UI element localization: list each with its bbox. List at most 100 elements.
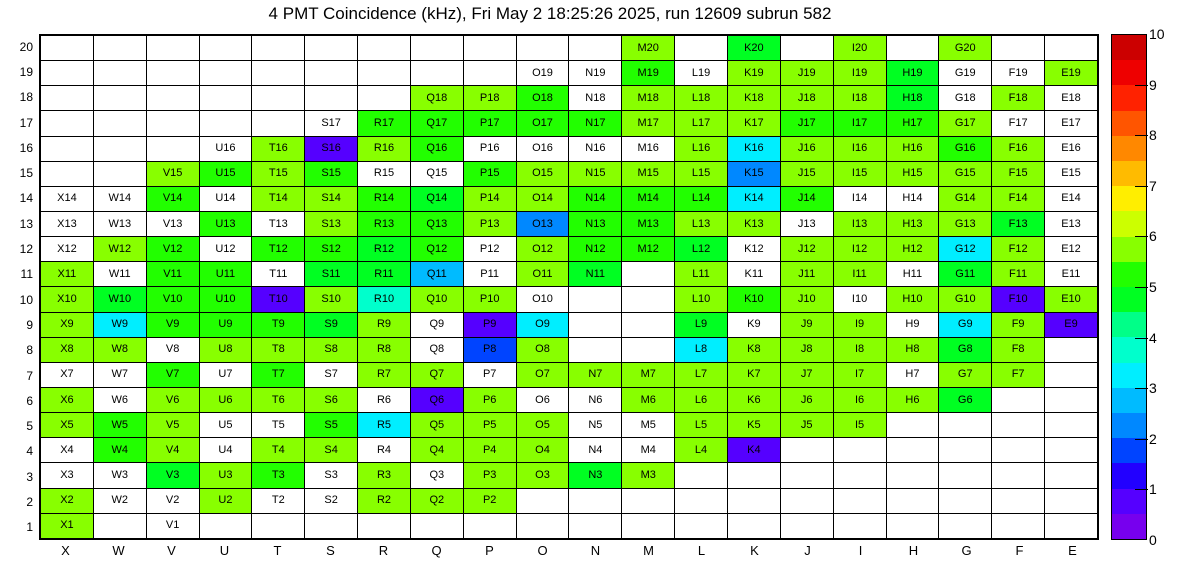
heatmap-cell-U2[interactable]: U2 [198,487,253,514]
heatmap-cell-P3[interactable]: P3 [462,462,517,489]
heatmap-cell-W14[interactable]: W14 [92,185,147,212]
heatmap-cell-H7[interactable]: H7 [885,361,940,388]
heatmap-cell-U12[interactable]: U12 [198,236,253,263]
heatmap-cell-R11[interactable]: R11 [357,261,411,288]
heatmap-cell-X1[interactable]: X1 [40,512,94,540]
heatmap-cell-U14[interactable]: U14 [198,185,253,212]
heatmap-cell-Q13[interactable]: Q13 [409,210,464,238]
heatmap-cell-K18[interactable]: K18 [726,85,781,112]
heatmap-cell-L14[interactable]: L14 [674,185,728,212]
heatmap-cell-J6[interactable]: J6 [779,386,834,414]
heatmap-cell-empty-F2[interactable] [991,487,1046,514]
heatmap-cell-M19[interactable]: M19 [621,60,676,87]
heatmap-cell-empty-V16[interactable] [145,135,200,162]
heatmap-cell-K15[interactable]: K15 [726,160,781,187]
heatmap-cell-Q14[interactable]: Q14 [409,185,464,212]
heatmap-cell-N5[interactable]: N5 [568,412,623,439]
heatmap-cell-G9[interactable]: G9 [938,311,993,338]
heatmap-cell-Q9[interactable]: Q9 [409,311,464,338]
heatmap-cell-M17[interactable]: M17 [621,110,676,137]
heatmap-cell-R12[interactable]: R12 [357,236,411,263]
heatmap-plot-area[interactable]: M20 K20 I20 G20 O19 N19 M19 L19 K19 J19 I19 H19 G19 F… [39,34,1099,540]
heatmap-cell-L9[interactable]: L9 [674,311,728,338]
heatmap-cell-Q12[interactable]: Q12 [409,236,464,263]
heatmap-cell-empty-U18[interactable] [198,85,253,112]
heatmap-cell-W13[interactable]: W13 [92,210,147,238]
heatmap-cell-empty-H4[interactable] [885,437,940,464]
heatmap-cell-empty-W18[interactable] [92,85,147,112]
heatmap-cell-G7[interactable]: G7 [938,361,993,388]
heatmap-cell-U11[interactable]: U11 [198,261,253,288]
heatmap-cell-G16[interactable]: G16 [938,135,993,162]
heatmap-cell-N6[interactable]: N6 [568,386,623,414]
heatmap-cell-W3[interactable]: W3 [92,462,147,489]
heatmap-cell-O18[interactable]: O18 [515,85,570,112]
heatmap-cell-empty-L3[interactable] [674,462,728,489]
heatmap-cell-N16[interactable]: N16 [568,135,623,162]
heatmap-cell-F14[interactable]: F14 [991,185,1046,212]
heatmap-cell-I17[interactable]: I17 [832,110,887,137]
heatmap-cell-X8[interactable]: X8 [40,336,94,363]
heatmap-cell-H11[interactable]: H11 [885,261,940,288]
heatmap-cell-I11[interactable]: I11 [832,261,887,288]
heatmap-cell-G15[interactable]: G15 [938,160,993,187]
heatmap-cell-T12[interactable]: T12 [251,236,306,263]
heatmap-cell-P7[interactable]: P7 [462,361,517,388]
heatmap-cell-N12[interactable]: N12 [568,236,623,263]
heatmap-cell-X3[interactable]: X3 [40,462,94,489]
heatmap-cell-T11[interactable]: T11 [251,261,306,288]
heatmap-cell-empty-Q20[interactable] [409,34,464,62]
heatmap-cell-H19[interactable]: H19 [885,60,940,87]
heatmap-cell-Q16[interactable]: Q16 [409,135,464,162]
heatmap-cell-O13[interactable]: O13 [515,210,570,238]
heatmap-cell-G6[interactable]: G6 [938,386,993,414]
heatmap-cell-empty-W20[interactable] [92,34,147,62]
heatmap-cell-S4[interactable]: S4 [304,437,359,464]
heatmap-cell-empty-E7[interactable] [1044,361,1098,388]
heatmap-cell-U3[interactable]: U3 [198,462,253,489]
heatmap-cell-L6[interactable]: L6 [674,386,728,414]
heatmap-cell-F18[interactable]: F18 [991,85,1046,112]
heatmap-cell-Q6[interactable]: Q6 [409,386,464,414]
heatmap-cell-Q17[interactable]: Q17 [409,110,464,137]
heatmap-cell-G10[interactable]: G10 [938,286,993,313]
heatmap-cell-F16[interactable]: F16 [991,135,1046,162]
heatmap-cell-Q3[interactable]: Q3 [409,462,464,489]
heatmap-cell-L10[interactable]: L10 [674,286,728,313]
heatmap-cell-empty-R1[interactable] [357,512,411,540]
heatmap-cell-U13[interactable]: U13 [198,210,253,238]
heatmap-cell-O3[interactable]: O3 [515,462,570,489]
heatmap-cell-empty-V20[interactable] [145,34,200,62]
heatmap-cell-G20[interactable]: G20 [938,34,993,62]
heatmap-cell-O14[interactable]: O14 [515,185,570,212]
heatmap-cell-X5[interactable]: X5 [40,412,94,439]
heatmap-cell-G12[interactable]: G12 [938,236,993,263]
heatmap-cell-L12[interactable]: L12 [674,236,728,263]
heatmap-cell-empty-E6[interactable] [1044,386,1098,414]
heatmap-cell-K7[interactable]: K7 [726,361,781,388]
heatmap-cell-E14[interactable]: E14 [1044,185,1098,212]
heatmap-cell-empty-S19[interactable] [304,60,359,87]
heatmap-cell-empty-J2[interactable] [779,487,834,514]
heatmap-cell-N18[interactable]: N18 [568,85,623,112]
heatmap-cell-N4[interactable]: N4 [568,437,623,464]
heatmap-cell-X13[interactable]: X13 [40,210,94,238]
heatmap-cell-J12[interactable]: J12 [779,236,834,263]
heatmap-cell-J11[interactable]: J11 [779,261,834,288]
heatmap-cell-U4[interactable]: U4 [198,437,253,464]
heatmap-cell-T2[interactable]: T2 [251,487,306,514]
heatmap-cell-V5[interactable]: V5 [145,412,200,439]
heatmap-cell-V8[interactable]: V8 [145,336,200,363]
heatmap-cell-T4[interactable]: T4 [251,437,306,464]
heatmap-cell-E12[interactable]: E12 [1044,236,1098,263]
heatmap-cell-G11[interactable]: G11 [938,261,993,288]
heatmap-cell-empty-N1[interactable] [568,512,623,540]
heatmap-cell-empty-Q1[interactable] [409,512,464,540]
heatmap-cell-P12[interactable]: P12 [462,236,517,263]
heatmap-cell-X11[interactable]: X11 [40,261,94,288]
heatmap-cell-I14[interactable]: I14 [832,185,887,212]
heatmap-cell-empty-L20[interactable] [674,34,728,62]
heatmap-cell-S2[interactable]: S2 [304,487,359,514]
heatmap-cell-P6[interactable]: P6 [462,386,517,414]
heatmap-cell-V3[interactable]: V3 [145,462,200,489]
